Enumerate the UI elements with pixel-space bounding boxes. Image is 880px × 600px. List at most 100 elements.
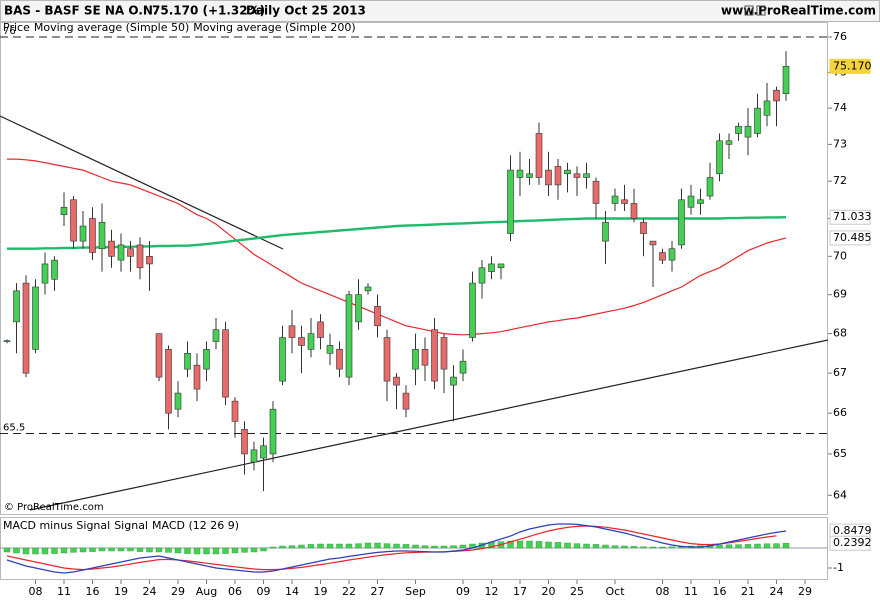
candle-body [298, 337, 305, 346]
x-tick-label: 14 [285, 585, 299, 598]
histogram-bar [659, 546, 666, 549]
price-marker-box [829, 209, 871, 225]
histogram-bar [279, 545, 286, 549]
histogram-bar [355, 543, 362, 549]
candle-body [697, 199, 704, 204]
histogram-bar [51, 547, 58, 554]
histogram-bar [203, 547, 210, 555]
histogram-bar [744, 544, 752, 549]
histogram-bar [668, 546, 676, 549]
histogram-bar [326, 543, 334, 549]
icon[interactable] [744, 5, 754, 16]
histogram-bar [431, 545, 438, 549]
candle-body [108, 240, 115, 257]
legend-entry: Moving average (Simple 200) [193, 21, 355, 34]
y-tick-label: 76 [833, 30, 847, 43]
price-marker-box [829, 535, 871, 551]
candle-body [716, 140, 723, 175]
histogram-bar [393, 543, 400, 549]
histogram-bar [136, 547, 144, 552]
histogram-bar [459, 544, 467, 549]
candle-body [146, 256, 153, 265]
icon[interactable] [756, 5, 766, 16]
histogram-bar [345, 543, 353, 549]
candle-body [393, 376, 400, 386]
histogram-bar [716, 544, 723, 549]
x-tick-label: 19 [114, 585, 128, 598]
histogram-bar [307, 544, 315, 549]
histogram-bar [592, 544, 600, 549]
x-tick-label: 22 [342, 585, 356, 598]
level-label: 65.5 [3, 423, 25, 434]
candle-body [193, 364, 201, 390]
candle-body [573, 173, 581, 178]
price-panel [0, 22, 828, 515]
histogram-bar [79, 547, 87, 553]
candle-body [469, 282, 476, 338]
histogram-bar [516, 540, 524, 549]
histogram-bar [364, 542, 372, 549]
histogram-bar [564, 542, 571, 549]
histogram-bar [260, 547, 267, 552]
legend: MACD minus Signal Signal MACD (12 26 9) [3, 519, 239, 532]
histogram-bar [602, 544, 609, 549]
source: www.ProRealTime.com [721, 4, 876, 18]
candle-body [336, 349, 343, 370]
candle-body [13, 290, 20, 323]
histogram-bar [535, 541, 543, 549]
histogram-bar [127, 547, 134, 552]
period: Daily Oct 25 2013 [246, 4, 366, 18]
x-tick-label: 29 [798, 585, 812, 598]
histogram-bar [526, 540, 533, 549]
legend-entry: Signal [114, 519, 148, 532]
histogram-bar [165, 547, 172, 553]
histogram-bar [545, 541, 552, 549]
candle-body [241, 429, 248, 455]
histogram-bar [773, 543, 780, 549]
candle-body [51, 259, 58, 280]
y-tick-label: 64 [833, 488, 847, 501]
histogram-bar [649, 546, 657, 549]
histogram-bar [184, 547, 191, 554]
candle-body [488, 263, 495, 272]
candle-body [79, 225, 87, 242]
watermark: © ProRealTime.com [4, 502, 104, 513]
price-marker-label: 0.8479 [833, 524, 872, 537]
candle-body [649, 240, 657, 246]
x-tick-label: Oct [605, 585, 625, 598]
histogram-bar [440, 545, 448, 549]
candle-body [535, 133, 543, 178]
x-tick-label: 16 [86, 585, 100, 598]
candle-body [22, 282, 30, 374]
legend: Price Moving average (Simple 50) Moving av… [3, 21, 356, 34]
candle-body [526, 173, 533, 178]
candle-body [326, 345, 334, 354]
trend-line [0, 115, 284, 250]
histogram-bar [630, 546, 638, 549]
candle-body [554, 166, 562, 186]
candle-body [212, 329, 220, 342]
candle-body [231, 400, 239, 422]
candle-body [288, 325, 296, 338]
histogram-bar [3, 547, 11, 553]
histogram-bar [735, 544, 742, 549]
legend-entry: Price [3, 21, 30, 34]
x-tick-label: 25 [570, 585, 584, 598]
candle-body [355, 294, 362, 323]
candle-body [668, 248, 676, 261]
candle-body [383, 337, 391, 382]
candle-body [744, 125, 752, 138]
candle-body [412, 349, 419, 370]
macd-line [6, 523, 787, 574]
legend-entry: MACD (12 26 9) [152, 519, 239, 532]
candle-body [545, 169, 552, 186]
candle-body [735, 125, 742, 134]
candle-body [516, 169, 524, 178]
histogram-bar [450, 545, 457, 549]
histogram-bar [89, 547, 96, 552]
x-tick-label: 12 [485, 585, 499, 598]
histogram-bar [22, 547, 30, 555]
histogram-bar [70, 547, 77, 553]
candle-body [630, 203, 638, 219]
histogram-bar [611, 545, 619, 549]
